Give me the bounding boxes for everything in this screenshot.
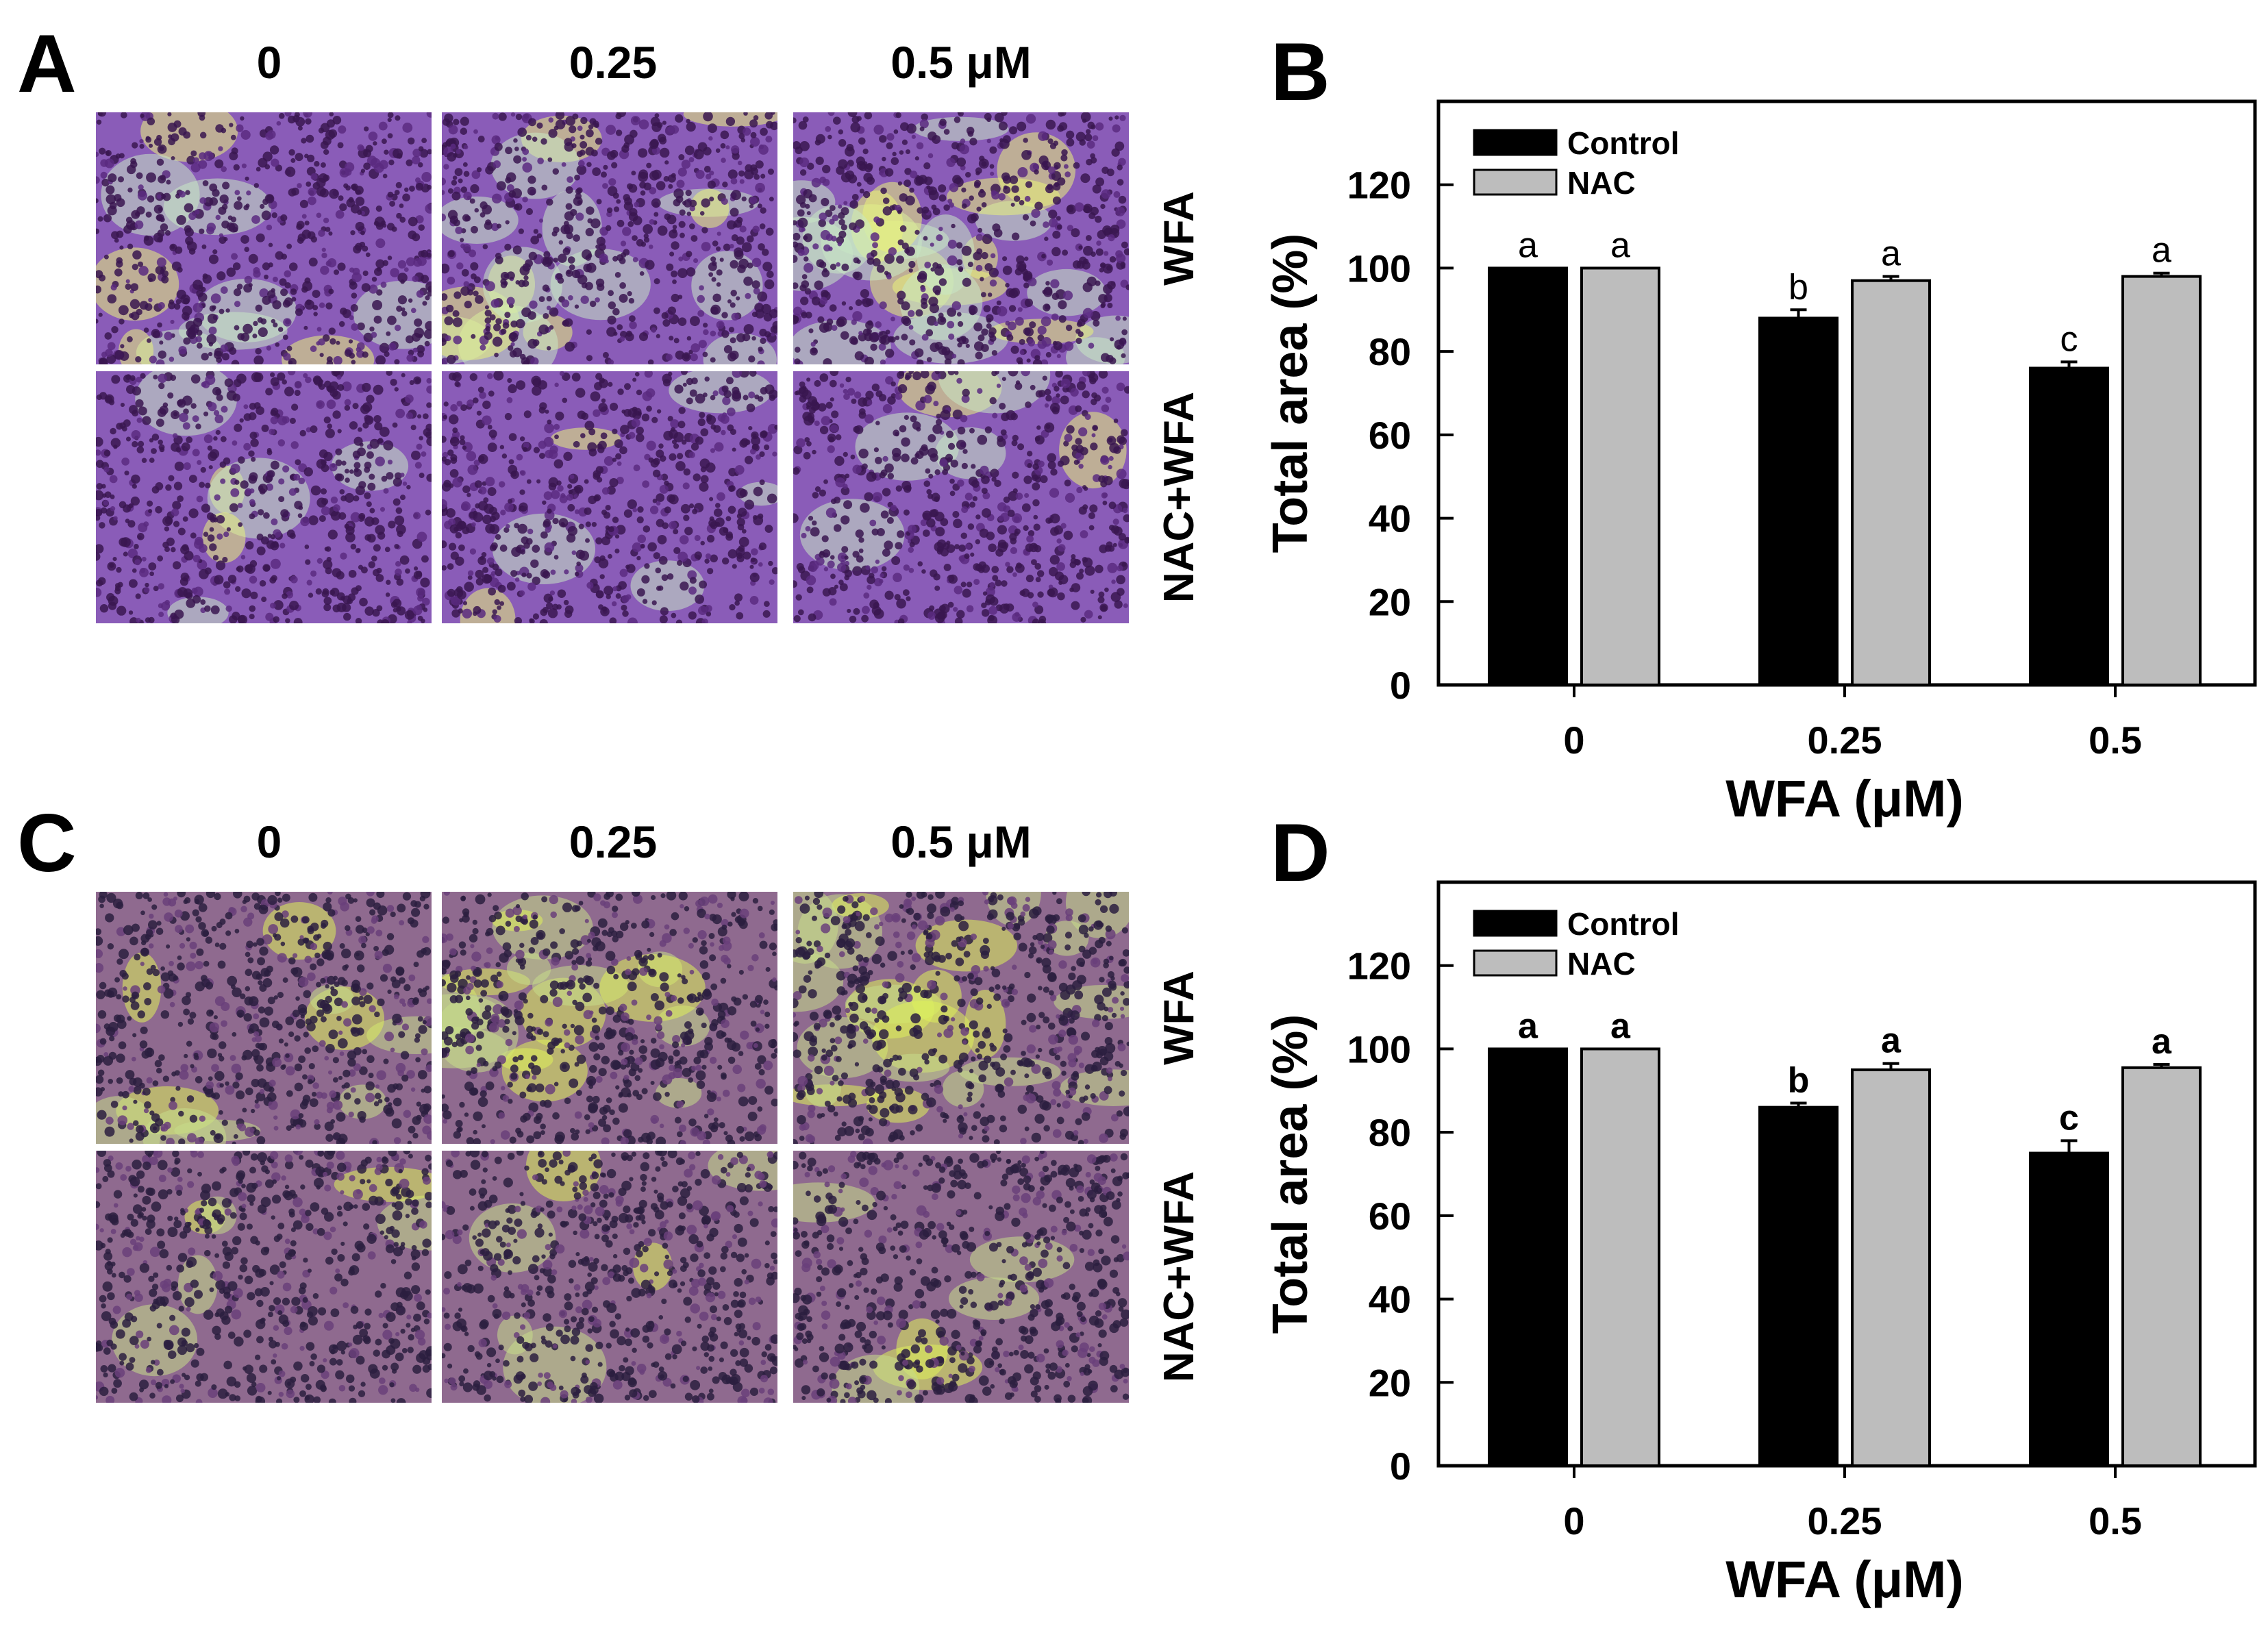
micrograph-image	[96, 112, 432, 364]
column-label: 0.25	[569, 37, 657, 88]
panel-d-chart: D 0 20 40 60 80 100 120 Total area (%) 0 a a 0.25 b a 0…	[1263, 807, 2257, 1609]
panel-letter: B	[1271, 26, 1330, 118]
column-label: 0.25	[569, 816, 657, 867]
bar	[1851, 279, 1931, 686]
bar	[2029, 1151, 2109, 1467]
legend-label: Control	[1567, 125, 1680, 161]
x-axis-label: WFA (μM)	[1725, 770, 1964, 828]
bar	[1758, 316, 1839, 686]
y-tick-label: 120	[1347, 164, 1411, 207]
significance-letter: a	[1518, 225, 1538, 265]
y-tick-label: 120	[1347, 945, 1411, 988]
micrograph-image	[442, 371, 777, 623]
row-label: NAC+WFA	[1156, 1171, 1203, 1382]
significance-letter: a	[1610, 225, 1630, 265]
panel-a-micrographs: A 0 0.25 0.5 μM WFA NAC+WFA	[17, 18, 1203, 623]
column-label: 0.5 μM	[890, 37, 1031, 88]
column-label: 0	[257, 816, 282, 867]
significance-letter: c	[2060, 319, 2078, 359]
y-tick-label: 40	[1369, 1278, 1411, 1321]
legend-label: NAC	[1567, 165, 1636, 201]
micrograph-image	[793, 1151, 1129, 1403]
panel-letter: D	[1271, 807, 1330, 899]
y-tick-label: 60	[1369, 1195, 1411, 1238]
significance-letter: a	[2152, 1022, 2172, 1062]
y-axis-label: Total area (%)	[1263, 234, 1318, 553]
micrograph-image	[442, 112, 777, 364]
x-tick-label: 0	[1563, 718, 1584, 762]
panel-c-micrographs: C 0 0.25 0.5 μM WFA NAC+WFA	[17, 797, 1203, 1403]
y-tick-label: 20	[1369, 1361, 1411, 1404]
x-tick-label: 0.5	[2089, 1499, 2142, 1542]
micrograph-image	[96, 371, 432, 623]
y-tick-label: 100	[1347, 247, 1411, 290]
row-label: WFA	[1156, 971, 1203, 1065]
y-tick-label: 0	[1390, 664, 1411, 707]
row-label: WFA	[1156, 191, 1203, 286]
significance-letter: a	[2152, 231, 2171, 271]
y-tick-label: 80	[1369, 1111, 1411, 1154]
column-label: 0.5 μM	[890, 816, 1031, 867]
bar	[2121, 275, 2202, 687]
micrograph-image	[793, 371, 1129, 623]
y-tick-label: 100	[1347, 1027, 1411, 1071]
y-tick-label: 80	[1369, 330, 1411, 373]
legend-swatch	[1473, 949, 1558, 977]
x-tick-label: 0	[1563, 1499, 1584, 1542]
micrograph-image	[793, 892, 1129, 1144]
micrograph-image	[442, 892, 777, 1144]
bar	[2029, 366, 2109, 686]
x-axis-label: WFA (μM)	[1725, 1551, 1964, 1609]
significance-letter: b	[1788, 1061, 1810, 1101]
legend-swatch	[1473, 129, 1558, 156]
micrograph-image	[442, 1151, 777, 1403]
significance-letter: a	[1881, 234, 1901, 274]
bar	[1580, 1047, 1660, 1467]
y-axis-label: Total area (%)	[1263, 1014, 1318, 1334]
significance-letter: a	[1518, 1006, 1538, 1046]
y-tick-label: 20	[1369, 580, 1411, 623]
y-tick-label: 60	[1369, 414, 1411, 457]
x-tick-label: 0.25	[1808, 1499, 1882, 1542]
bar	[1580, 266, 1660, 686]
panel-letter: C	[17, 797, 77, 889]
y-tick-label: 40	[1369, 497, 1411, 540]
y-tick-label: 0	[1390, 1445, 1411, 1488]
bar	[1758, 1105, 1839, 1467]
micrograph-image	[96, 892, 432, 1144]
legend-label: NAC	[1567, 946, 1636, 982]
legend-label: Control	[1567, 906, 1680, 942]
legend-swatch	[1473, 168, 1558, 196]
row-label: NAC+WFA	[1156, 392, 1203, 603]
significance-letter: a	[1610, 1006, 1631, 1046]
plot-frame	[1436, 880, 2257, 1468]
x-tick-label: 0.5	[2089, 718, 2142, 762]
bar	[2121, 1066, 2202, 1468]
significance-letter: a	[1881, 1021, 1902, 1061]
column-label: 0	[257, 37, 282, 88]
bar	[1488, 1047, 1568, 1467]
bar	[1851, 1068, 1931, 1468]
micrograph-image	[793, 112, 1129, 364]
significance-letter: b	[1789, 267, 1808, 307]
significance-letter: c	[2059, 1098, 2079, 1138]
panel-letter: A	[17, 18, 77, 110]
panel-b-chart: B 0 20 40 60 80 100 120 Total area (%) 0 a a 0.25 b a 0…	[1263, 26, 2257, 828]
legend-swatch	[1473, 910, 1558, 937]
micrograph-image	[96, 1151, 432, 1403]
plot-frame	[1436, 99, 2257, 687]
x-tick-label: 0.25	[1808, 718, 1882, 762]
bar	[1488, 266, 1568, 686]
